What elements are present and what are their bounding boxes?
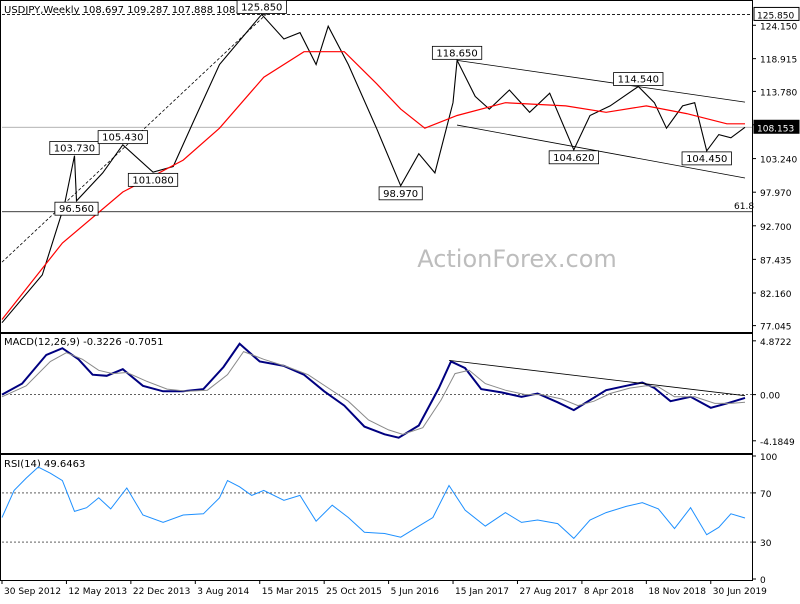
- annotation-label: 104.450: [686, 154, 727, 165]
- macd-ytick-label: -4.1849: [760, 438, 795, 448]
- x-tick-label: 30 Jun 2019: [713, 587, 767, 597]
- x-tick-label: 18 Nov 2018: [648, 587, 706, 597]
- watermark: ActionForex.com: [417, 245, 617, 273]
- axis-price-label: 125.850: [757, 11, 794, 21]
- x-tick-label: 27 Aug 2017: [519, 587, 577, 597]
- price-ytick-label: 118.915: [760, 56, 797, 66]
- annotation-box: [681, 151, 732, 166]
- price-title: USDJPY,Weekly 108.697 109.287 107.888 10…: [4, 5, 258, 16]
- price-ytick-label: 103.240: [760, 156, 797, 166]
- rsi-axis-ticks: 100 70 30 0: [752, 453, 777, 586]
- rsi-ytick-label: 30: [760, 539, 772, 549]
- price-series-ma: [1, 51, 745, 320]
- macd-trendline: [448, 359, 746, 397]
- x-tick-label: 15 Mar 2015: [262, 587, 319, 597]
- x-tick-label: 12 May 2013: [68, 587, 127, 597]
- annotation-label: 104.620: [553, 153, 594, 164]
- x-tick-label: 5 Jun 2016: [391, 587, 440, 597]
- x-tick-label: 15 Jan 2017: [455, 587, 509, 597]
- price-series: [1, 13, 746, 324]
- annotation-box: [378, 186, 423, 201]
- rsi-panel-frame: [0, 454, 753, 581]
- price-axis-ticks: 124.150118.915113.780108.545103.24097.97…: [752, 22, 797, 333]
- rsi-series: [1, 466, 746, 540]
- fib-618-label: 61.8: [734, 202, 754, 212]
- price-ytick-label: 124.150: [760, 22, 797, 32]
- annotation-label: 118.650: [436, 48, 477, 59]
- x-tick-label: 22 Dec 2013: [133, 587, 191, 597]
- annotation-label: 101.080: [132, 175, 173, 186]
- price-key-levels: 61.8 125.850 108.153: [2, 6, 800, 213]
- x-tick-label: 25 Oct 2015: [326, 587, 382, 597]
- axis-price-box: [753, 119, 800, 134]
- price-panel-frame: [0, 0, 753, 333]
- annotation-box: [54, 201, 99, 216]
- axis-price-box: [753, 6, 800, 21]
- annotation-label: 125.850: [241, 2, 282, 13]
- rsi-ytick-label: 0: [760, 576, 766, 586]
- macd-ytick-label: 4.8722: [760, 338, 792, 348]
- macd-title: MACD(12,26,9) -0.3226 -0.7051: [4, 337, 164, 348]
- macd-ytick-label: 0.00: [760, 392, 780, 402]
- annotation-label: 98.970: [383, 189, 418, 200]
- price-ytick-label: 87.435: [760, 256, 792, 266]
- macd-series-signal: [1, 350, 746, 435]
- annotation-label: 105.430: [102, 133, 143, 144]
- rsi-series: [1, 466, 752, 543]
- macd-axis-ticks: 4.8722 0.00 -4.1849: [752, 338, 795, 448]
- channel-line: [457, 59, 746, 103]
- macd-panel-frame: [0, 333, 753, 454]
- annotation-label: 114.540: [618, 75, 659, 86]
- price-ytick-label: 97.970: [760, 189, 792, 199]
- x-tick-label: 30 Sep 2012: [4, 587, 61, 597]
- rsi-ytick-label: 100: [760, 453, 777, 463]
- annotation-box: [97, 130, 148, 145]
- rsi-ytick-label: 70: [760, 490, 772, 500]
- annotation-box: [236, 0, 287, 14]
- price-ytick-label: 92.700: [760, 223, 792, 233]
- annotation-box: [431, 45, 483, 60]
- annotation-box: [548, 150, 599, 165]
- x-tick-label: 3 Aug 2014: [197, 587, 249, 597]
- annotation-label: 96.560: [59, 204, 94, 215]
- annotation-box: [49, 141, 100, 155]
- price-ytick-label: 113.780: [760, 88, 797, 98]
- annotation-label: 103.730: [54, 143, 95, 154]
- price-series-close: [1, 13, 746, 324]
- macd-series: [1, 342, 752, 439]
- price-annotations: 125.850 118.650 114.540 104.620 104.450 103.7…: [49, 0, 732, 216]
- macd-series-macd: [1, 342, 746, 439]
- x-tick-label: 8 Apr 2018: [584, 587, 634, 597]
- annotation-box: [127, 172, 179, 187]
- annotation-box: [613, 72, 664, 86]
- axis-price-label: 108.153: [757, 124, 794, 134]
- x-axis-labels: 30 Sep 2012 12 May 2013 22 Dec 2013 3 Aug 2…: [1, 580, 767, 597]
- price-ytick-label: 77.045: [760, 323, 792, 333]
- channel-line: [456, 124, 746, 179]
- price-ytick-label: 82.160: [760, 290, 792, 300]
- rsi-title: RSI(14) 49.6463: [4, 459, 85, 470]
